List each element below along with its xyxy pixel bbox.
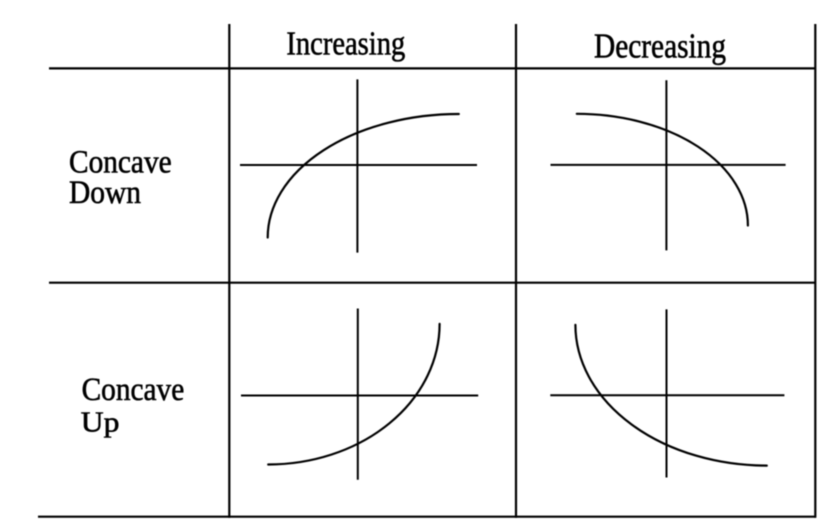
svg-text:Up: Up (81, 405, 120, 438)
svg-text:Concave: Concave (69, 143, 172, 180)
svg-text:Down: Down (69, 173, 141, 210)
svg-text:Increasing: Increasing (286, 24, 405, 62)
svg-text:Decreasing: Decreasing (594, 26, 726, 65)
svg-text:Concave: Concave (82, 371, 185, 408)
